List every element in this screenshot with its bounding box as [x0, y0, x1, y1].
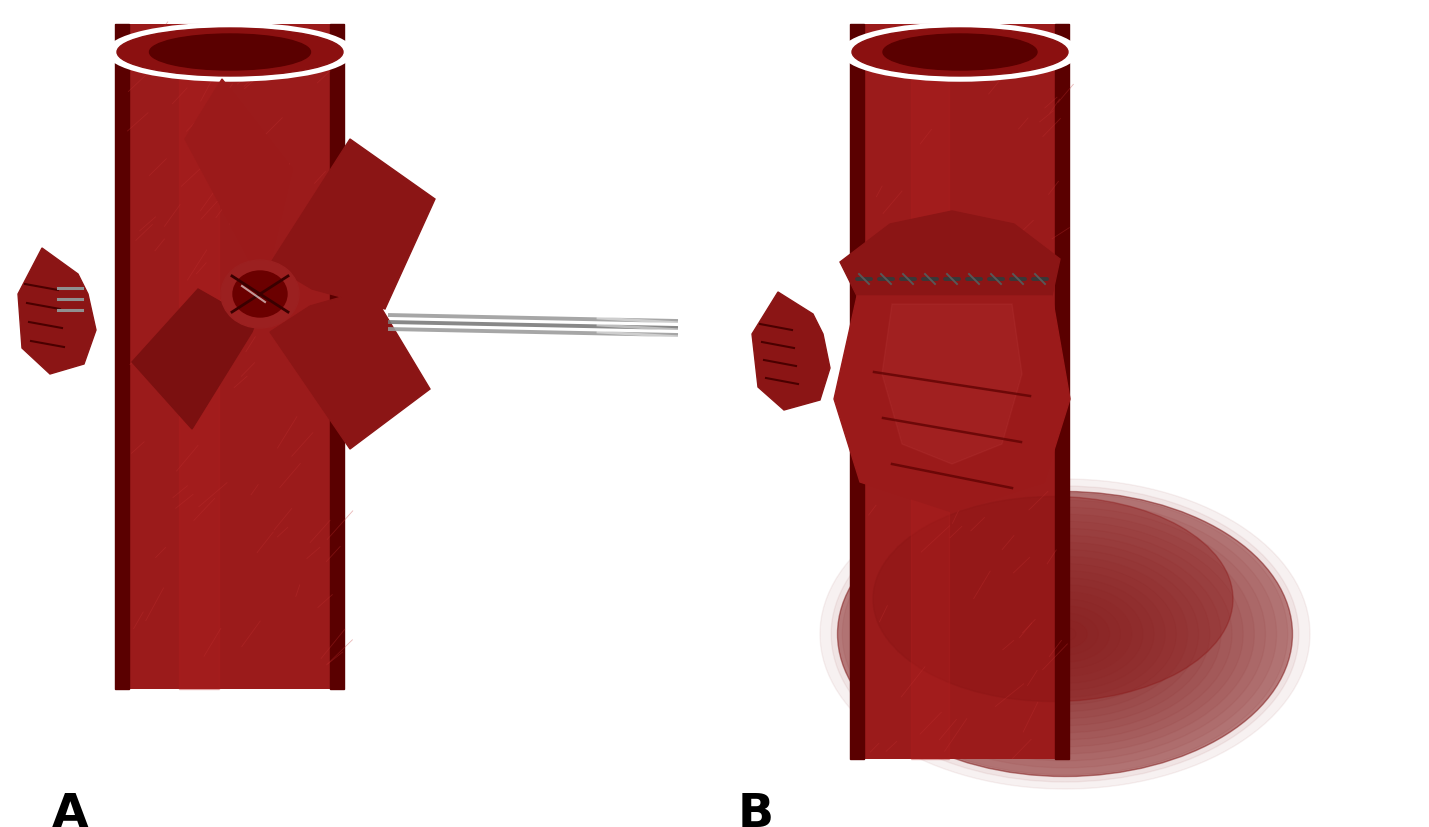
Ellipse shape	[853, 500, 1276, 768]
Bar	[114, 25, 129, 689]
Ellipse shape	[987, 585, 1143, 683]
Bar	[850, 25, 865, 759]
Ellipse shape	[883, 35, 1037, 71]
Ellipse shape	[897, 528, 1232, 740]
Ellipse shape	[1009, 599, 1120, 669]
Polygon shape	[184, 80, 292, 265]
Ellipse shape	[920, 543, 1210, 726]
Ellipse shape	[1020, 606, 1109, 662]
Ellipse shape	[842, 494, 1288, 775]
Bar	[114, 25, 344, 689]
Polygon shape	[835, 297, 1070, 513]
Ellipse shape	[953, 564, 1176, 705]
Polygon shape	[840, 212, 1060, 297]
Ellipse shape	[999, 592, 1132, 676]
Ellipse shape	[976, 578, 1155, 691]
Ellipse shape	[832, 486, 1299, 782]
Bar	[330, 25, 344, 689]
Ellipse shape	[150, 35, 310, 71]
Ellipse shape	[1053, 627, 1076, 641]
Polygon shape	[19, 249, 96, 375]
Ellipse shape	[820, 480, 1310, 789]
Ellipse shape	[117, 29, 343, 77]
Bar	[179, 25, 219, 689]
Polygon shape	[882, 304, 1022, 465]
Ellipse shape	[837, 492, 1292, 777]
Polygon shape	[131, 289, 256, 429]
Polygon shape	[752, 293, 830, 410]
Ellipse shape	[932, 550, 1199, 719]
Ellipse shape	[852, 29, 1067, 77]
Ellipse shape	[221, 261, 299, 328]
Text: B: B	[737, 791, 775, 827]
Ellipse shape	[965, 571, 1165, 697]
Polygon shape	[270, 289, 430, 449]
Ellipse shape	[865, 508, 1266, 761]
Ellipse shape	[109, 25, 352, 81]
Text: A: A	[51, 791, 89, 827]
Ellipse shape	[1043, 620, 1087, 648]
Polygon shape	[270, 140, 434, 309]
Ellipse shape	[943, 557, 1187, 712]
Ellipse shape	[873, 497, 1233, 701]
Ellipse shape	[843, 25, 1077, 81]
Bar	[1055, 25, 1069, 759]
Ellipse shape	[887, 522, 1243, 747]
Bar	[850, 25, 1070, 759]
Ellipse shape	[876, 514, 1255, 754]
Ellipse shape	[909, 536, 1220, 733]
Bar	[912, 25, 949, 759]
Ellipse shape	[233, 272, 287, 318]
Ellipse shape	[1032, 613, 1099, 655]
